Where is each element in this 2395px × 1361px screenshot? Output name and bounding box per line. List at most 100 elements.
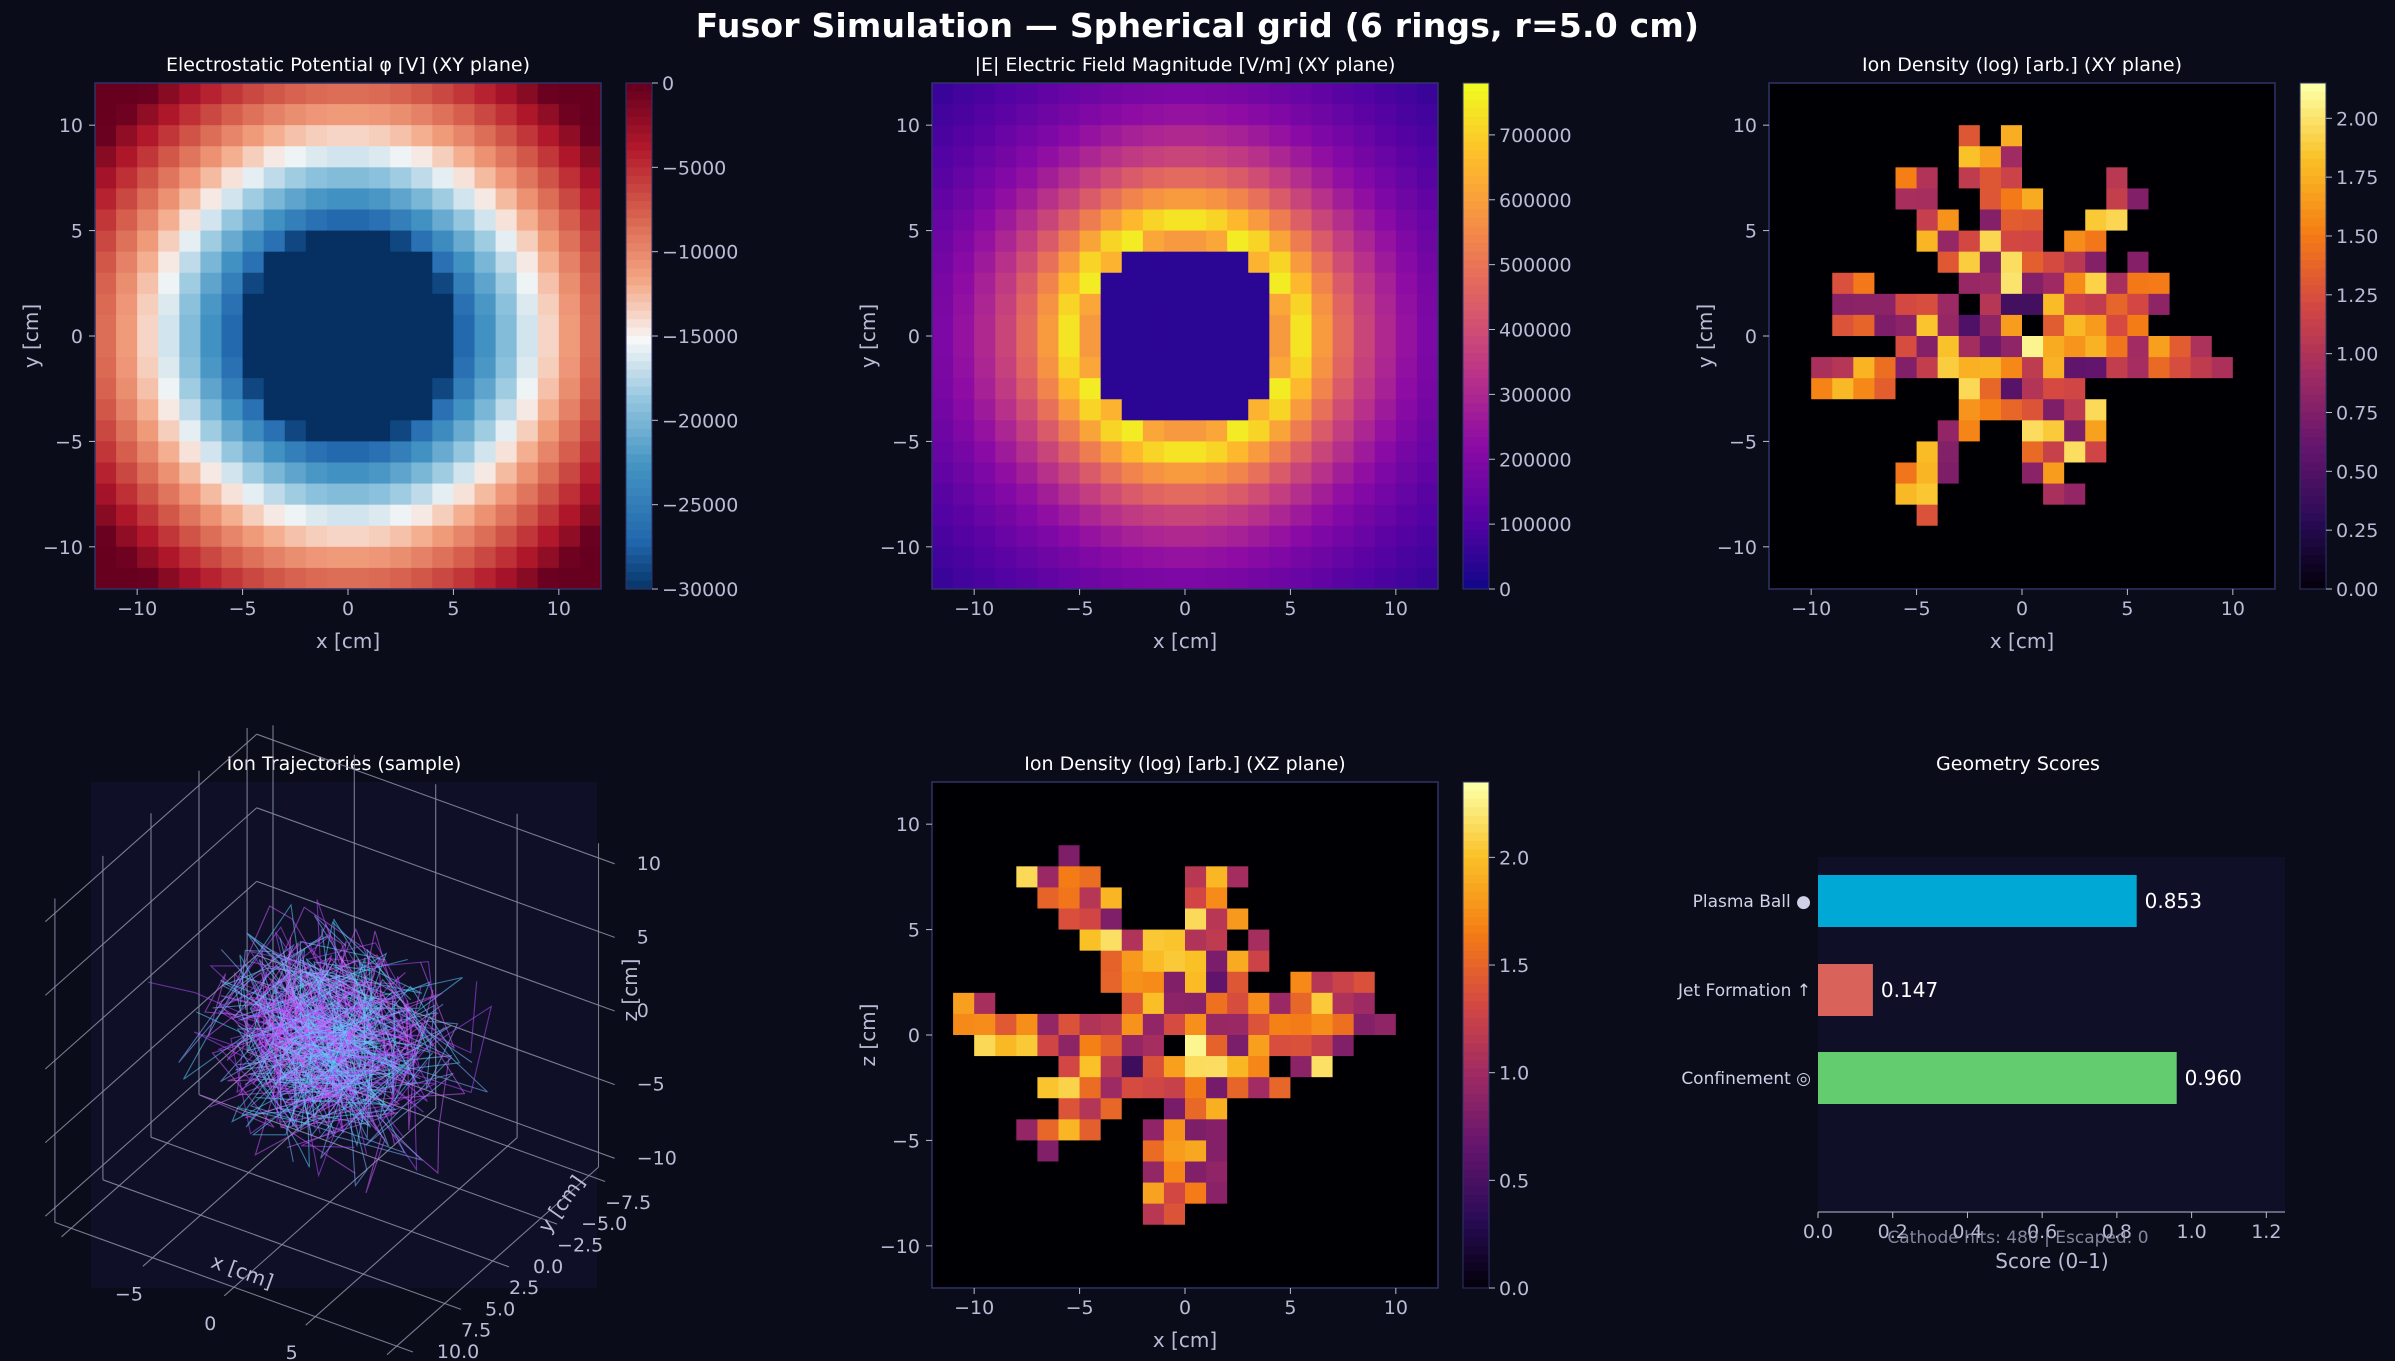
heatmap-cell xyxy=(1269,167,1292,190)
colorbar-segment xyxy=(2300,336,2326,346)
heatmap-cell xyxy=(1395,1266,1418,1289)
heatmap-cell xyxy=(1121,293,1144,316)
heatmap-cell xyxy=(95,525,117,548)
heatmap-cell xyxy=(2253,420,2276,443)
colorbar-segment xyxy=(626,361,652,371)
heatmap-cell xyxy=(474,378,497,400)
heatmap-cell xyxy=(495,336,518,358)
grid-line xyxy=(44,807,258,996)
heatmap-cell xyxy=(2253,230,2276,253)
heatmap-cell xyxy=(953,167,975,190)
heatmap-cell xyxy=(1290,1140,1313,1163)
heatmap-cell xyxy=(474,83,497,105)
heatmap-cell xyxy=(2106,357,2129,379)
heatmap-cell xyxy=(1395,420,1418,443)
y-axis-label: y [cm] xyxy=(19,304,43,368)
heatmap-cell xyxy=(932,866,954,889)
heatmap-cell xyxy=(1874,483,1897,506)
heatmap-cell xyxy=(2000,483,2023,506)
heatmap-cell xyxy=(932,1013,954,1036)
heatmap-cell xyxy=(1353,950,1376,973)
heatmap-cell xyxy=(1079,104,1102,126)
heatmap-cell xyxy=(1206,420,1228,443)
heatmap-cell xyxy=(558,462,581,485)
heatmap-cell xyxy=(1916,462,1939,485)
heatmap-cell xyxy=(2106,567,2129,590)
colorbar-segment xyxy=(1463,1009,1489,1019)
heatmap-cell xyxy=(2232,167,2255,190)
heatmap-cell xyxy=(453,420,476,443)
heatmap-cell xyxy=(974,230,996,253)
heatmap-cell xyxy=(1332,483,1355,506)
heatmap-cell xyxy=(1937,104,1960,126)
heatmap-cell xyxy=(1016,188,1039,211)
heatmap-cell xyxy=(1163,1098,1186,1120)
heatmap-cell xyxy=(1058,971,1081,994)
heatmap-cell xyxy=(558,357,581,379)
heatmap-cell xyxy=(537,504,560,527)
heatmap-cell xyxy=(1853,293,1876,316)
heatmap-cell xyxy=(1311,1013,1334,1036)
heatmap-cell xyxy=(995,104,1017,126)
heatmap-cell xyxy=(558,146,581,168)
heatmap-cell xyxy=(1916,546,1939,569)
heatmap-cell xyxy=(1016,971,1039,994)
colorbar-segment xyxy=(2300,521,2326,531)
z-tick-label: 0 xyxy=(637,1000,649,1022)
heatmap-cell xyxy=(369,293,391,316)
heatmap-cell xyxy=(158,167,180,190)
heatmap-cell xyxy=(1269,971,1292,994)
heatmap-cell xyxy=(1811,314,1833,337)
heatmap-cell xyxy=(1100,567,1123,590)
colorbar-segment xyxy=(626,99,652,109)
heatmap-cell xyxy=(1395,378,1418,400)
heatmap-cell xyxy=(1142,399,1165,421)
heatmap-cell xyxy=(1395,803,1418,825)
heatmap-cell xyxy=(932,546,954,569)
heatmap-cell xyxy=(995,1013,1017,1036)
heatmap-cell xyxy=(932,845,954,867)
trajectory-line xyxy=(276,1005,493,1123)
colorbar-segment xyxy=(1463,832,1489,842)
y-tick-label: 5 xyxy=(71,221,83,243)
heatmap-cell xyxy=(2127,462,2150,485)
colorbar-segment xyxy=(626,479,652,489)
colorbar-segment xyxy=(1463,133,1489,143)
heatmap-cell xyxy=(2043,567,2065,590)
heatmap-cell xyxy=(179,146,202,168)
heatmap-cell xyxy=(200,504,223,527)
heatmap-cell xyxy=(1058,1035,1081,1057)
heatmap-cell xyxy=(348,125,370,147)
heatmap-cell xyxy=(1227,1098,1249,1120)
heatmap-cell xyxy=(1121,824,1144,846)
colorbar-segment xyxy=(2300,83,2326,93)
heatmap-cell xyxy=(1374,293,1397,316)
heatmap-cell xyxy=(2253,462,2276,485)
heatmap-cell xyxy=(95,357,117,379)
heatmap-cell xyxy=(1311,929,1334,952)
heatmap-cell xyxy=(158,336,180,358)
heatmap-cell xyxy=(1790,504,1812,527)
colorbar-segment xyxy=(626,142,652,152)
colorbar-segment xyxy=(1463,538,1489,548)
x-tick-label: −10 xyxy=(117,598,157,620)
heatmap-cell xyxy=(453,525,476,548)
heatmap-cell xyxy=(1832,230,1854,253)
heatmap-cell xyxy=(1958,209,1981,232)
heatmap-cell xyxy=(1016,272,1039,295)
colorbar-segment xyxy=(1463,268,1489,278)
heatmap-cell xyxy=(305,546,328,569)
colorbar-segment xyxy=(1463,874,1489,884)
heatmap-cell xyxy=(348,272,370,295)
heatmap-cell xyxy=(179,104,202,126)
heatmap-cell xyxy=(1227,525,1249,548)
heatmap-cell xyxy=(2169,230,2192,253)
heatmap-cell xyxy=(1227,104,1249,126)
heatmap-cell xyxy=(579,251,602,274)
heatmap-cell xyxy=(2064,251,2086,274)
heatmap-cell xyxy=(1185,83,1207,105)
heatmap-cell xyxy=(1185,209,1207,232)
heatmap-cell xyxy=(1916,125,1939,147)
heatmap-cell xyxy=(2232,441,2255,464)
heatmap-cell xyxy=(1416,908,1439,931)
